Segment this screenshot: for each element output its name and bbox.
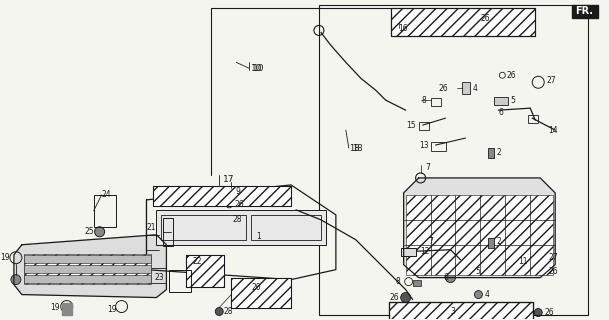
Text: 26: 26 <box>234 200 244 209</box>
Bar <box>418 122 429 130</box>
Bar <box>231 278 291 308</box>
Text: 17: 17 <box>224 175 234 184</box>
Bar <box>231 278 291 308</box>
Text: 10: 10 <box>251 64 262 73</box>
Text: 1: 1 <box>256 232 261 241</box>
Text: 25: 25 <box>84 227 94 236</box>
Text: FR.: FR. <box>575 6 593 16</box>
Text: FR.: FR. <box>575 6 593 16</box>
Text: 5: 5 <box>510 96 515 105</box>
Text: 26: 26 <box>439 84 448 93</box>
Circle shape <box>465 268 473 276</box>
Text: 7: 7 <box>429 237 434 246</box>
Circle shape <box>401 292 410 302</box>
Polygon shape <box>572 5 598 19</box>
Bar <box>488 148 495 158</box>
Bar <box>251 215 321 240</box>
Text: 3: 3 <box>450 307 455 316</box>
Bar <box>186 255 224 287</box>
Text: 19: 19 <box>0 253 10 262</box>
Text: 24: 24 <box>102 190 111 199</box>
Bar <box>169 270 191 292</box>
Bar <box>186 255 224 287</box>
Bar <box>391 9 535 36</box>
Bar <box>401 248 415 256</box>
Bar <box>528 115 538 123</box>
Text: 8: 8 <box>422 96 426 105</box>
Text: 26: 26 <box>506 71 516 80</box>
Text: 6: 6 <box>498 108 503 117</box>
Text: 18: 18 <box>349 144 359 153</box>
Circle shape <box>446 273 456 283</box>
Bar <box>94 195 116 227</box>
Text: 28: 28 <box>224 307 233 316</box>
Bar <box>431 142 446 151</box>
Bar <box>147 268 166 283</box>
Text: 8: 8 <box>396 277 401 286</box>
Bar <box>163 218 174 246</box>
Text: 26: 26 <box>481 14 490 23</box>
Text: 26: 26 <box>544 308 554 317</box>
Bar <box>319 5 588 315</box>
Bar <box>413 280 421 285</box>
Circle shape <box>474 291 482 299</box>
Text: 16: 16 <box>399 24 408 33</box>
Text: 26: 26 <box>389 293 399 302</box>
Bar <box>153 186 291 206</box>
Bar <box>389 301 533 320</box>
Text: 28: 28 <box>232 215 242 224</box>
Text: 13: 13 <box>419 140 429 149</box>
Circle shape <box>94 227 105 237</box>
Bar <box>157 210 326 245</box>
Bar <box>24 275 152 283</box>
Bar <box>462 82 470 94</box>
Text: 6: 6 <box>443 273 448 282</box>
Text: 2: 2 <box>496 237 501 246</box>
Circle shape <box>534 308 542 316</box>
Text: 27: 27 <box>548 253 558 262</box>
Text: 12: 12 <box>421 247 430 256</box>
Text: 22: 22 <box>192 257 202 266</box>
Bar <box>153 186 291 206</box>
Text: 20: 20 <box>252 283 261 292</box>
Text: 10: 10 <box>253 64 265 73</box>
Text: 4: 4 <box>484 290 489 299</box>
Bar <box>389 301 533 320</box>
Text: 14: 14 <box>548 125 558 135</box>
Text: 23: 23 <box>155 273 164 282</box>
Text: 11: 11 <box>518 257 528 266</box>
Text: 4: 4 <box>473 84 477 93</box>
Text: 18: 18 <box>352 144 362 153</box>
Bar <box>24 265 152 273</box>
Bar <box>488 238 495 248</box>
Circle shape <box>11 275 21 284</box>
Polygon shape <box>14 235 166 298</box>
Bar <box>406 195 553 275</box>
Polygon shape <box>62 302 72 315</box>
Bar <box>391 9 535 36</box>
Bar <box>495 97 509 105</box>
Bar <box>431 98 440 106</box>
Text: 2: 2 <box>496 148 501 156</box>
Bar <box>24 254 152 284</box>
Text: 9: 9 <box>235 188 240 196</box>
Bar <box>24 255 152 263</box>
Text: 19: 19 <box>107 305 116 314</box>
Circle shape <box>222 216 230 224</box>
Text: 19: 19 <box>50 303 60 312</box>
Text: 27: 27 <box>546 76 556 85</box>
Polygon shape <box>404 178 555 278</box>
Bar <box>161 215 246 240</box>
Text: 5: 5 <box>476 267 481 276</box>
Text: 26: 26 <box>548 267 558 276</box>
Text: 21: 21 <box>147 223 157 232</box>
Text: 15: 15 <box>406 121 415 130</box>
Text: 7: 7 <box>426 164 431 172</box>
Circle shape <box>537 268 544 275</box>
Circle shape <box>215 308 224 316</box>
